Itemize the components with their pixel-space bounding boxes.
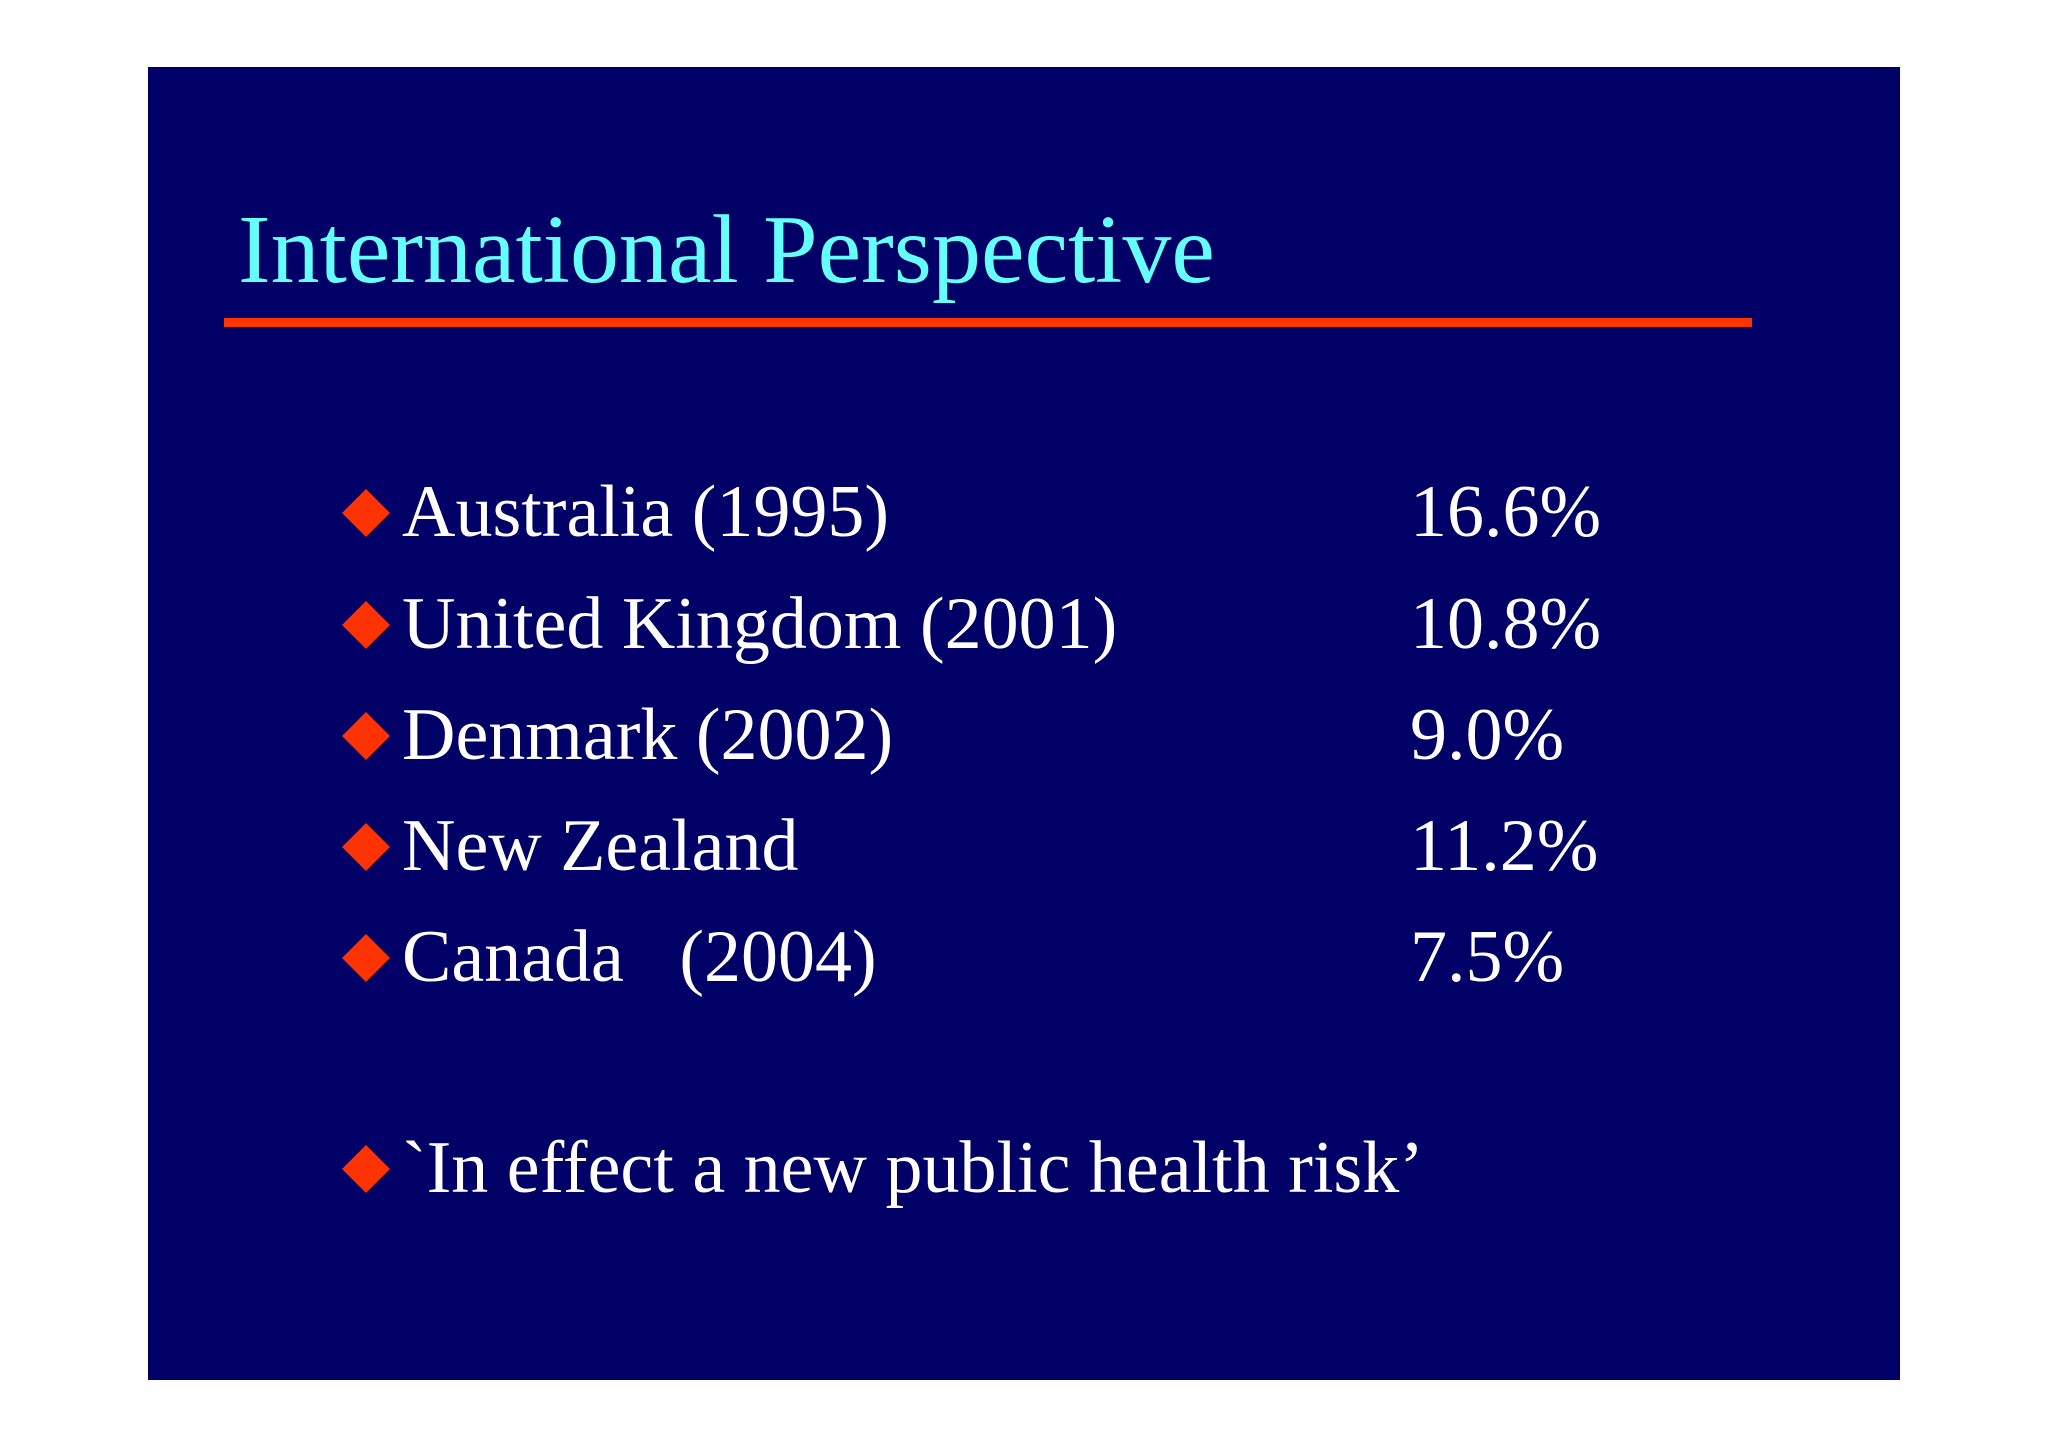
red-diamond-icon (342, 1145, 390, 1193)
red-diamond-icon (342, 823, 390, 871)
country-label: Denmark (2002) (402, 694, 894, 776)
title-underline (224, 318, 1752, 327)
percentage-value: 9.0% (1410, 694, 1565, 776)
percentage-value: 16.6% (1410, 471, 1602, 553)
quote-text: `In effect a new public health risk’ (402, 1127, 1424, 1209)
red-diamond-icon (342, 934, 390, 982)
slide-title: International Perspective (238, 196, 1215, 304)
country-label: United Kingdom (2001) (402, 583, 1118, 665)
percentage-value: 7.5% (1410, 916, 1565, 998)
country-label: Canada (2004) (402, 916, 877, 998)
red-diamond-icon (342, 489, 390, 537)
country-label: Australia (1995) (402, 471, 890, 553)
percentage-value: 11.2% (1410, 805, 1599, 887)
red-diamond-icon (342, 712, 390, 760)
country-label: New Zealand (402, 805, 799, 887)
red-diamond-icon (342, 601, 390, 649)
percentage-value: 10.8% (1410, 583, 1602, 665)
slide: International Perspective Australia (199… (148, 67, 1900, 1380)
